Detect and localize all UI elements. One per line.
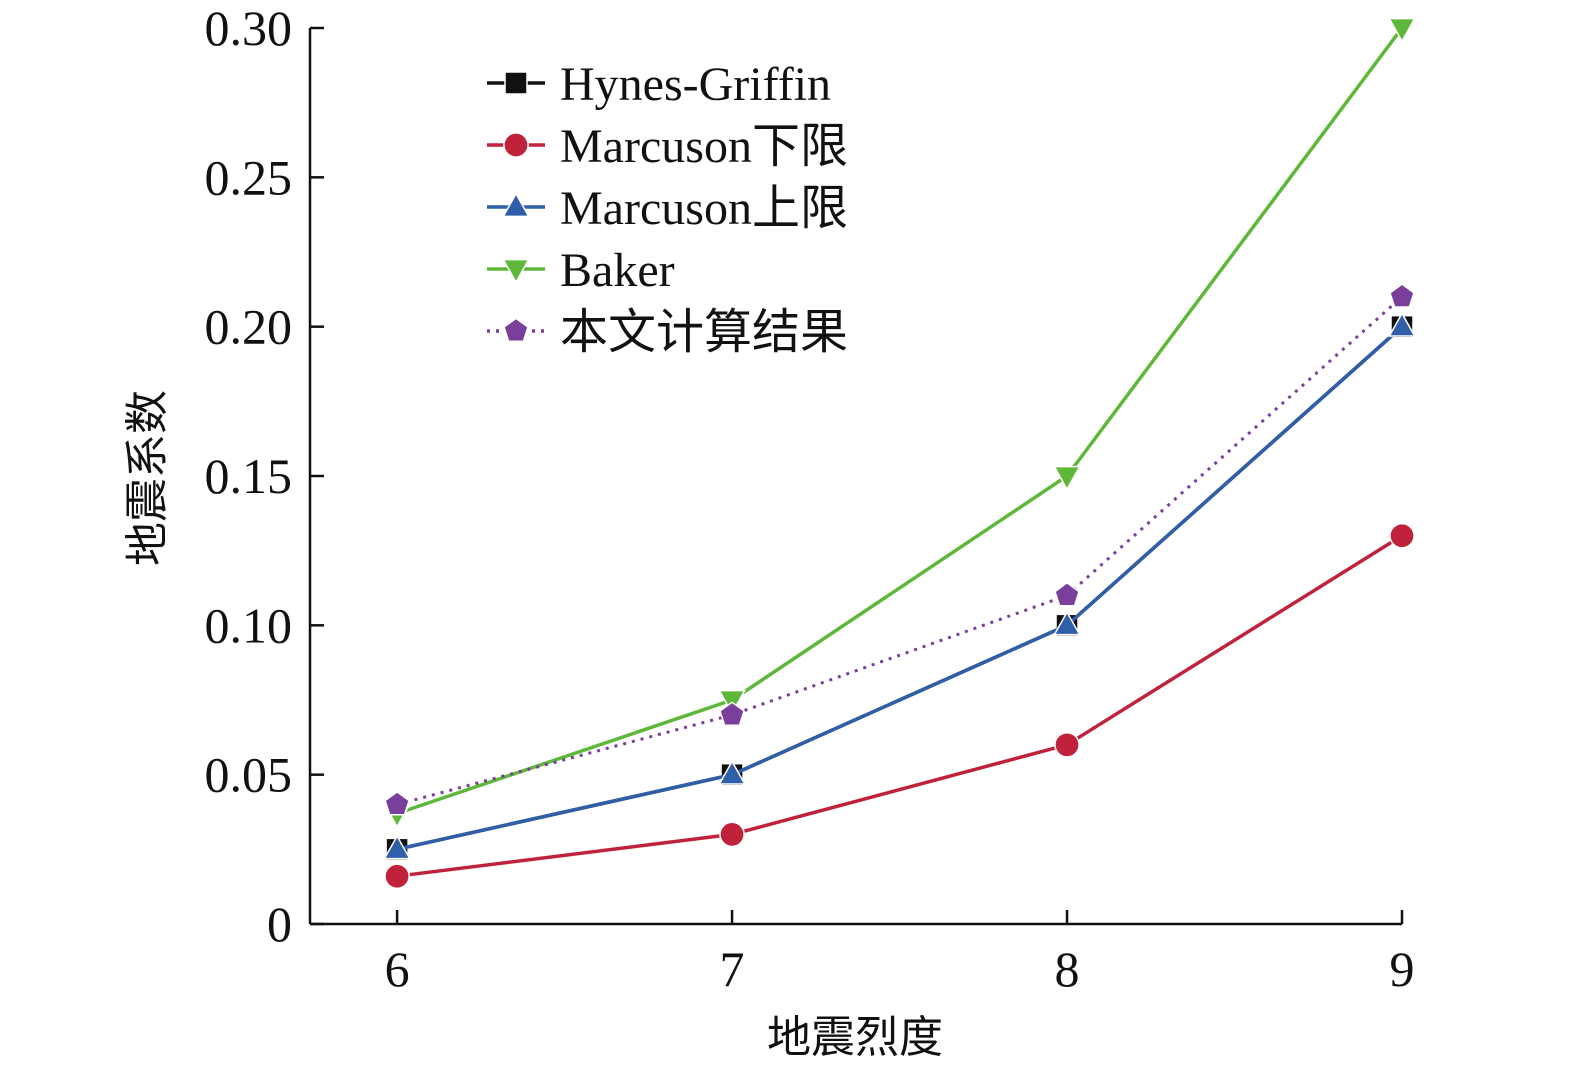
- data-point: [718, 759, 746, 785]
- x-tick-label: 8: [1055, 941, 1080, 997]
- legend-marker: [502, 258, 530, 284]
- data-point: [1053, 465, 1081, 491]
- data-point: [1053, 610, 1081, 636]
- series-3: [383, 311, 1416, 860]
- series-line: [396, 26, 1404, 816]
- y-tick-label: 0.05: [205, 747, 293, 803]
- legend-marker: [503, 317, 529, 342]
- legend-item-3: Marcuson上限: [487, 182, 848, 235]
- y-tick-label: 0.15: [205, 448, 293, 504]
- series-line: [396, 295, 1403, 806]
- legend-label: 本文计算结果: [560, 306, 848, 359]
- x-tick-label: 7: [720, 941, 745, 997]
- legend-marker: [502, 192, 530, 218]
- legend-item-2: Marcuson下限: [487, 120, 848, 173]
- series-line: [396, 325, 1404, 852]
- legend-label: Baker: [560, 244, 675, 297]
- data-point: [719, 821, 745, 848]
- data-point: [383, 834, 412, 860]
- legend-item-4: Baker: [487, 244, 675, 297]
- data-point: [384, 790, 410, 816]
- data-point: [1054, 731, 1080, 758]
- y-tick-label: 0.20: [205, 299, 293, 355]
- data-point: [1388, 17, 1416, 43]
- series-line: [396, 534, 1403, 878]
- y-tick-label: 0.25: [205, 149, 293, 205]
- legend-item-1: Hynes-Griffin: [487, 58, 831, 111]
- axes: 0 0.05 0.10 0.15 0.20 0.25 0.30 6 7 8 9: [205, 0, 1415, 997]
- series-2: [384, 522, 1415, 890]
- legend: Hynes-Griffin Marcuson下限 Marcuson上限 Baker 本文…: [487, 58, 848, 359]
- data-point: [1388, 311, 1416, 337]
- legend-label: Hynes-Griffin: [560, 58, 831, 111]
- legend-label: Marcuson下限: [560, 120, 848, 173]
- data-point: [1389, 522, 1415, 549]
- x-tick-label: 9: [1390, 941, 1415, 997]
- legend-item-5: 本文计算结果: [487, 306, 848, 359]
- y-tick-label: 0: [267, 896, 292, 952]
- y-tick-label: 0.30: [205, 0, 293, 56]
- series-layer: [383, 17, 1416, 890]
- legend-marker: [504, 71, 528, 95]
- legend-label: Marcuson上限: [560, 182, 848, 235]
- data-point: [719, 701, 745, 726]
- series-5: [384, 283, 1415, 816]
- data-point: [1389, 283, 1415, 308]
- legend-marker: [503, 132, 529, 158]
- series-4: [383, 17, 1416, 829]
- data-point: [1054, 581, 1080, 607]
- x-tick-label: 6: [385, 941, 410, 997]
- data-point: [384, 863, 410, 890]
- y-axis-title: 地震系数: [122, 390, 173, 566]
- y-tick-label: 0.10: [205, 597, 293, 653]
- x-axis-title: 地震烈度: [767, 1012, 943, 1063]
